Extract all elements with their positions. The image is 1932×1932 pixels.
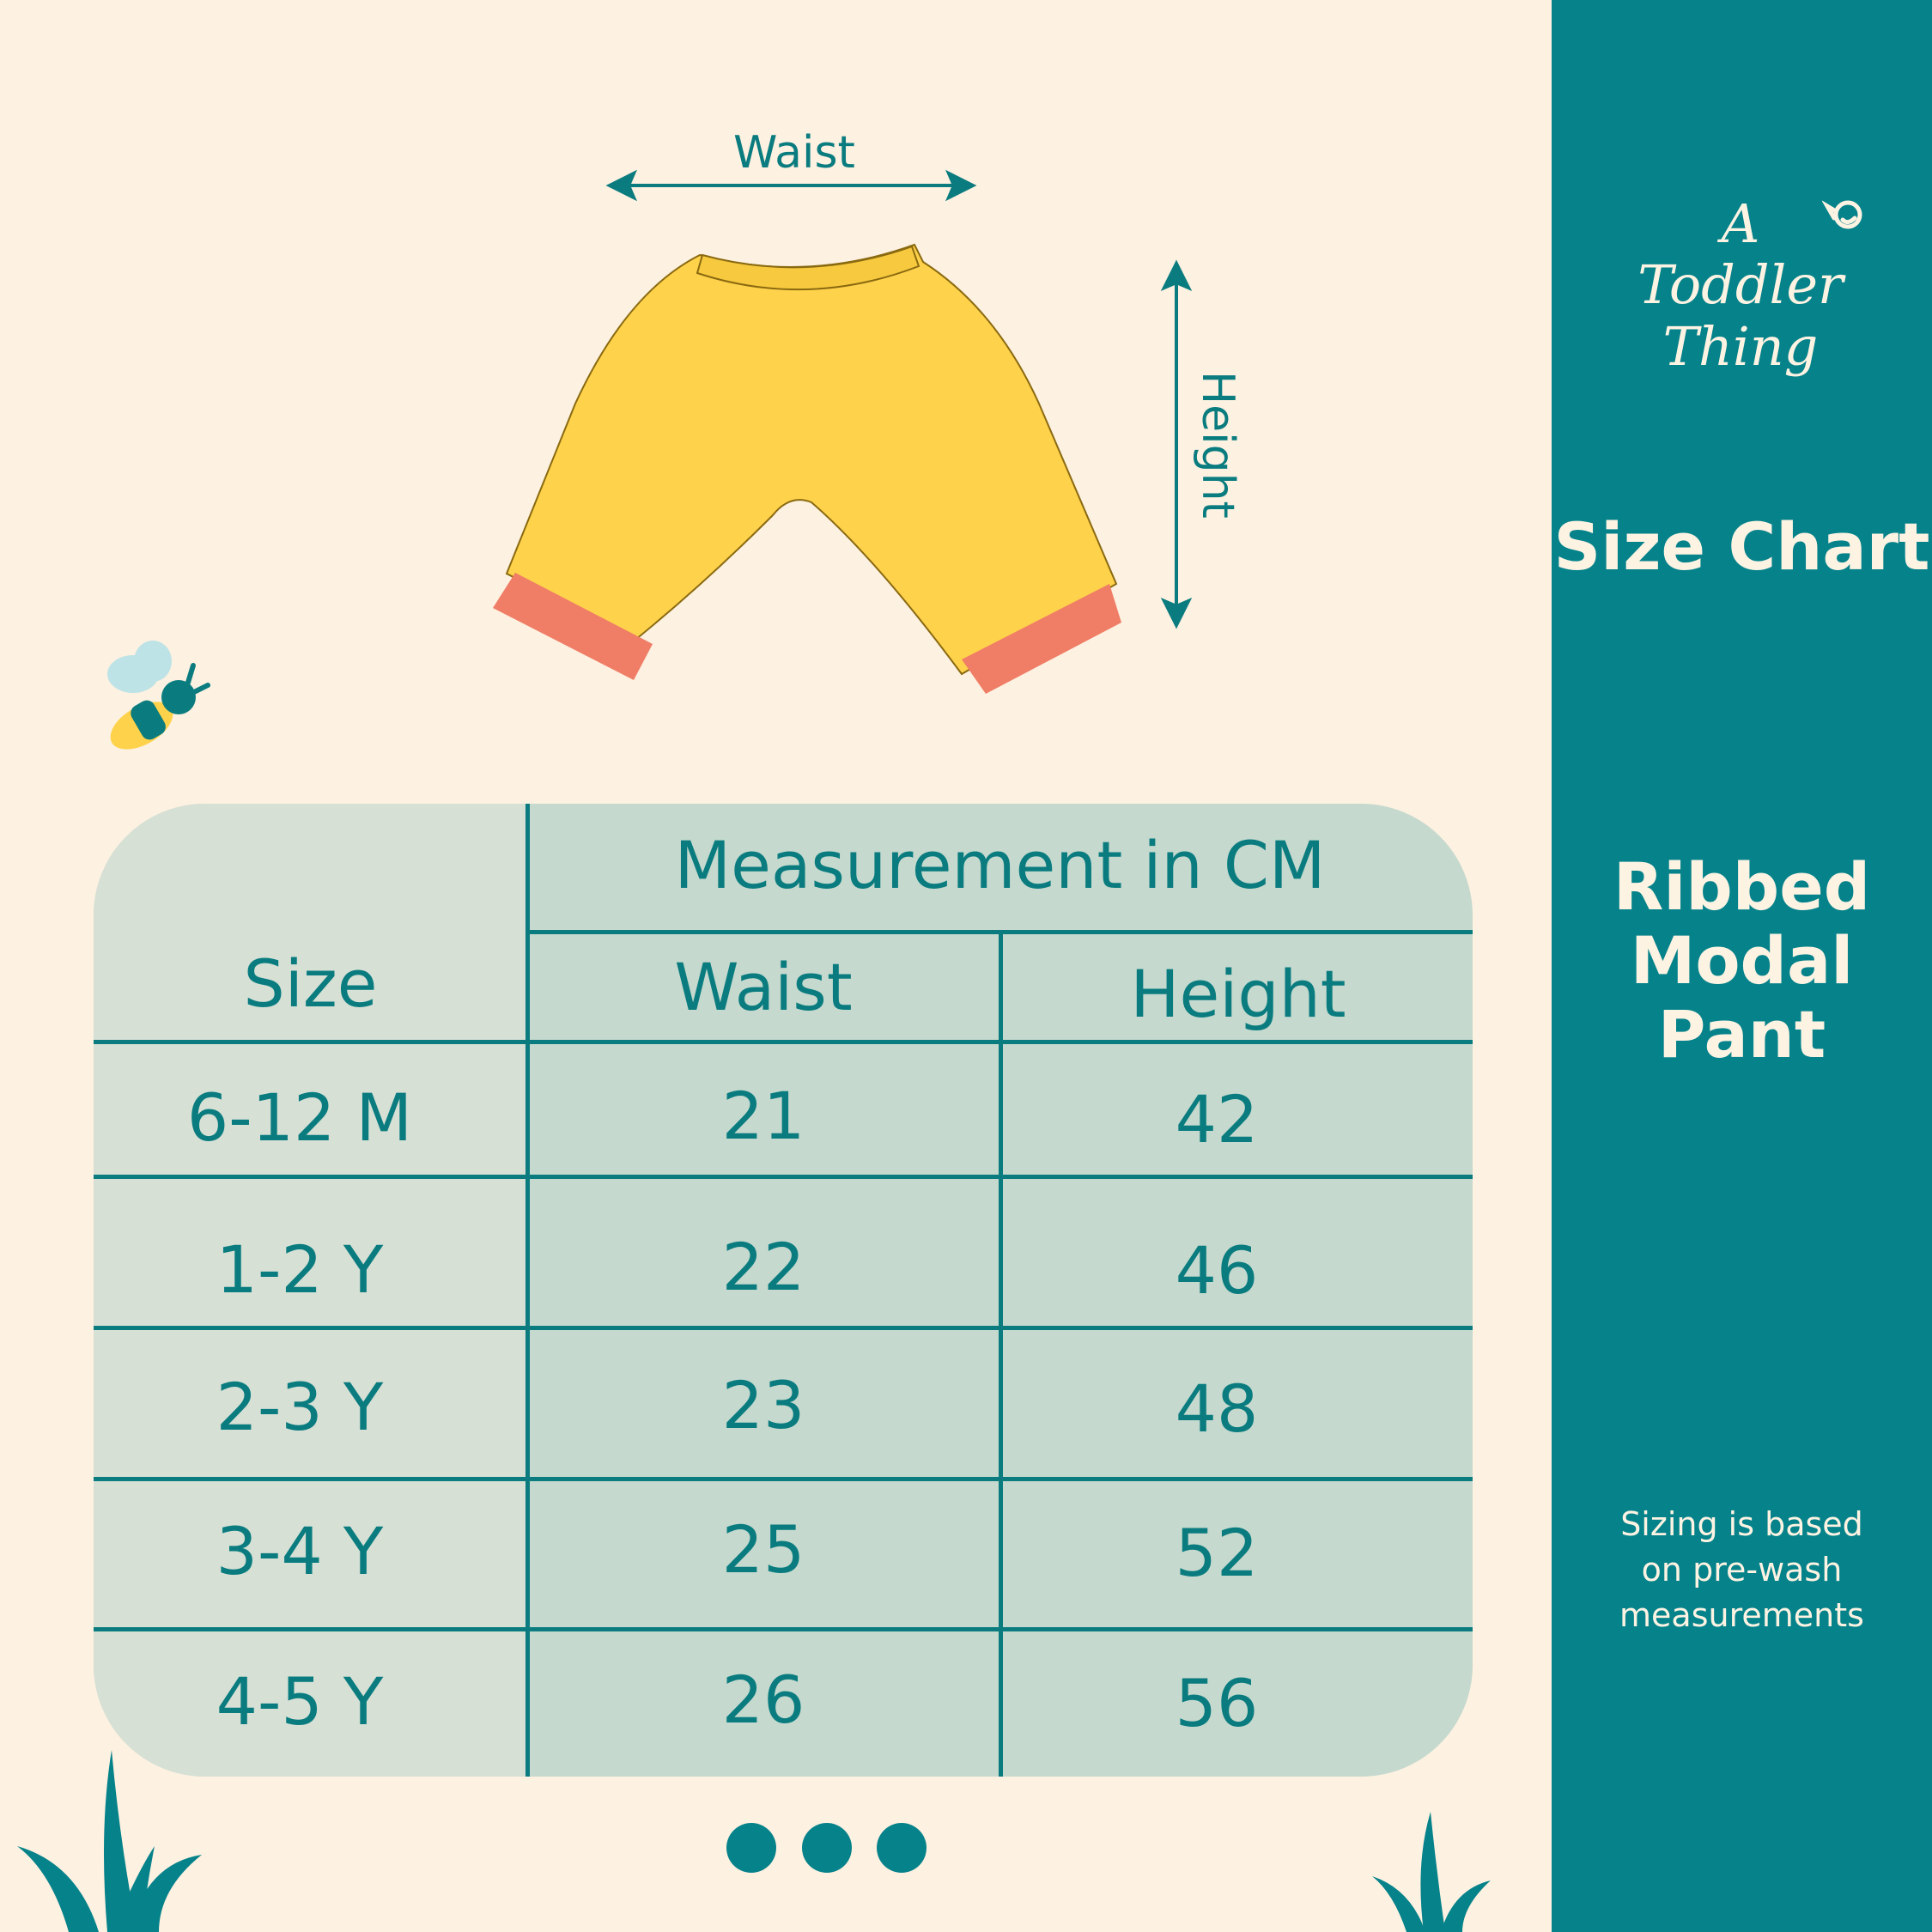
size-cell: 2-3 Y [216,1369,384,1445]
height-cell: 46 [1175,1232,1259,1309]
pagination-dot[interactable] [726,1823,776,1873]
size-header: Size [243,945,378,1022]
waist-header: Waist [674,949,853,1025]
size-cell: 6-12 M [186,1079,413,1156]
waist-cell: 25 [721,1511,805,1588]
grass-icon [1372,1812,1491,1932]
height-header: Height [1130,956,1346,1032]
sizing-note-line: Sizing is based [1620,1505,1863,1543]
pagination-dot[interactable] [877,1823,927,1873]
height-cell: 42 [1175,1081,1259,1157]
sizing-note-line: measurements [1619,1596,1864,1634]
size-table: Size Measurement in CM Waist Height 6-12… [94,804,1473,1777]
product-name-line: Modal [1630,922,1854,999]
waist-cell: 21 [721,1078,805,1154]
waist-cell: 26 [721,1662,805,1738]
height-arrow [1160,259,1193,629]
panel-title: Size Chart [1553,508,1930,585]
size-cell: 4-5 Y [216,1663,384,1740]
height-cell: 56 [1175,1665,1259,1741]
measurement-header: Measurement in CM [674,827,1326,903]
pant-diagram [493,169,1193,694]
waist-cell: 23 [721,1367,805,1443]
brand-logo: A Toddler Thing [1637,192,1844,378]
waist-arrow [605,169,977,202]
waist-cell: 22 [721,1229,805,1305]
bee-icon [107,641,210,750]
height-cell: 48 [1175,1370,1259,1447]
product-name-line: Ribbed [1613,848,1871,925]
product-name-line: Pant [1657,996,1826,1072]
height-label: Height [1192,371,1243,519]
info-panel: A Toddler Thing Size Chart Ribbed Modal … [1552,0,1932,1932]
grass-icon [17,1750,202,1932]
sizing-note-line: on pre-wash [1641,1551,1843,1589]
height-cell: 52 [1175,1515,1259,1591]
size-cell: 3-4 Y [216,1513,384,1589]
waist-label: Waist [733,127,855,179]
size-cell: 1-2 Y [216,1231,384,1308]
pagination-dot[interactable] [802,1823,852,1873]
bird-icon [1822,200,1862,229]
pant-illustration [493,243,1121,694]
